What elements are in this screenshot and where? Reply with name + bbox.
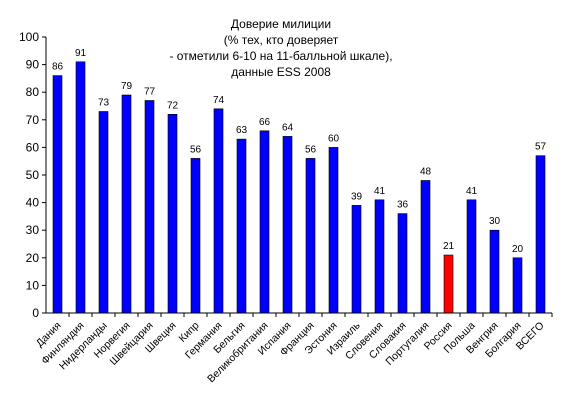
bar: [259, 130, 270, 314]
data-labels: 86 91 73 79 77 72 56 74 63 66 64 56 60 39 41 36 48 21 41 30…: [52, 48, 547, 255]
data-label: 74: [213, 95, 225, 106]
data-label: 41: [466, 186, 478, 197]
y-tick-label: 60: [26, 140, 40, 154]
bar: [535, 155, 546, 314]
bar: [489, 229, 500, 314]
y-axis: 0 10 20 30 40 50 60 70 80 90 100: [19, 30, 47, 320]
data-label: 20: [512, 244, 524, 255]
data-label: 30: [489, 216, 501, 227]
x-axis: ДанияФинляндияНидерландыНорвегияШвейцари…: [34, 312, 553, 385]
data-label: 56: [190, 144, 202, 155]
title-line-1: Доверие милиции: [231, 17, 331, 31]
bar: [397, 213, 408, 314]
bar: [167, 114, 178, 314]
data-label: 21: [443, 241, 455, 252]
data-label: 48: [420, 167, 432, 178]
bar: [190, 158, 201, 314]
bar: [98, 111, 109, 314]
data-label: 79: [121, 81, 133, 92]
bar: [374, 199, 385, 314]
bar: [121, 94, 132, 314]
data-label: 66: [259, 117, 271, 128]
data-label: 77: [144, 87, 156, 98]
title-line-3: - отметили 6-10 на 11-балльной шкале),: [169, 49, 392, 63]
y-tick-label: 70: [26, 113, 40, 127]
data-label: 86: [52, 62, 64, 73]
data-label: 64: [282, 122, 294, 133]
y-tick-label: 90: [26, 58, 40, 72]
bar: [305, 158, 316, 314]
data-label: 60: [328, 133, 340, 144]
y-tick-label: 0: [32, 306, 39, 320]
data-label: 63: [236, 125, 248, 136]
title-line-2: (% тех, кто доверяет: [224, 33, 339, 47]
data-label: 72: [167, 100, 179, 111]
y-tick-label: 30: [26, 223, 40, 237]
y-tick-label: 10: [26, 278, 40, 292]
bar: [443, 254, 454, 314]
y-tick-label: 40: [26, 196, 40, 210]
data-label: 41: [374, 186, 386, 197]
data-label: 39: [351, 191, 363, 202]
data-label: 56: [305, 144, 317, 155]
bar: [52, 75, 63, 314]
bar: [282, 136, 293, 314]
bar: [420, 180, 431, 314]
y-tick-label: 100: [19, 30, 39, 44]
data-label: 36: [397, 200, 409, 211]
bar: [213, 108, 224, 314]
bar: [351, 205, 362, 314]
data-label: 73: [98, 98, 110, 109]
bar: [144, 100, 155, 314]
data-label: 91: [75, 48, 87, 59]
bar: [75, 61, 86, 314]
bar: [466, 199, 477, 314]
y-tick-label: 80: [26, 85, 40, 99]
y-tick-label: 20: [26, 251, 40, 265]
bar: [328, 147, 339, 314]
bar: [512, 257, 523, 314]
bars: [52, 61, 546, 314]
data-label: 57: [535, 142, 547, 153]
y-tick-label: 50: [26, 168, 40, 182]
bar: [236, 138, 247, 314]
title-line-4: данные ESS 2008: [231, 65, 331, 79]
chart-title: Доверие милиции (% тех, кто доверяет - о…: [169, 17, 392, 79]
